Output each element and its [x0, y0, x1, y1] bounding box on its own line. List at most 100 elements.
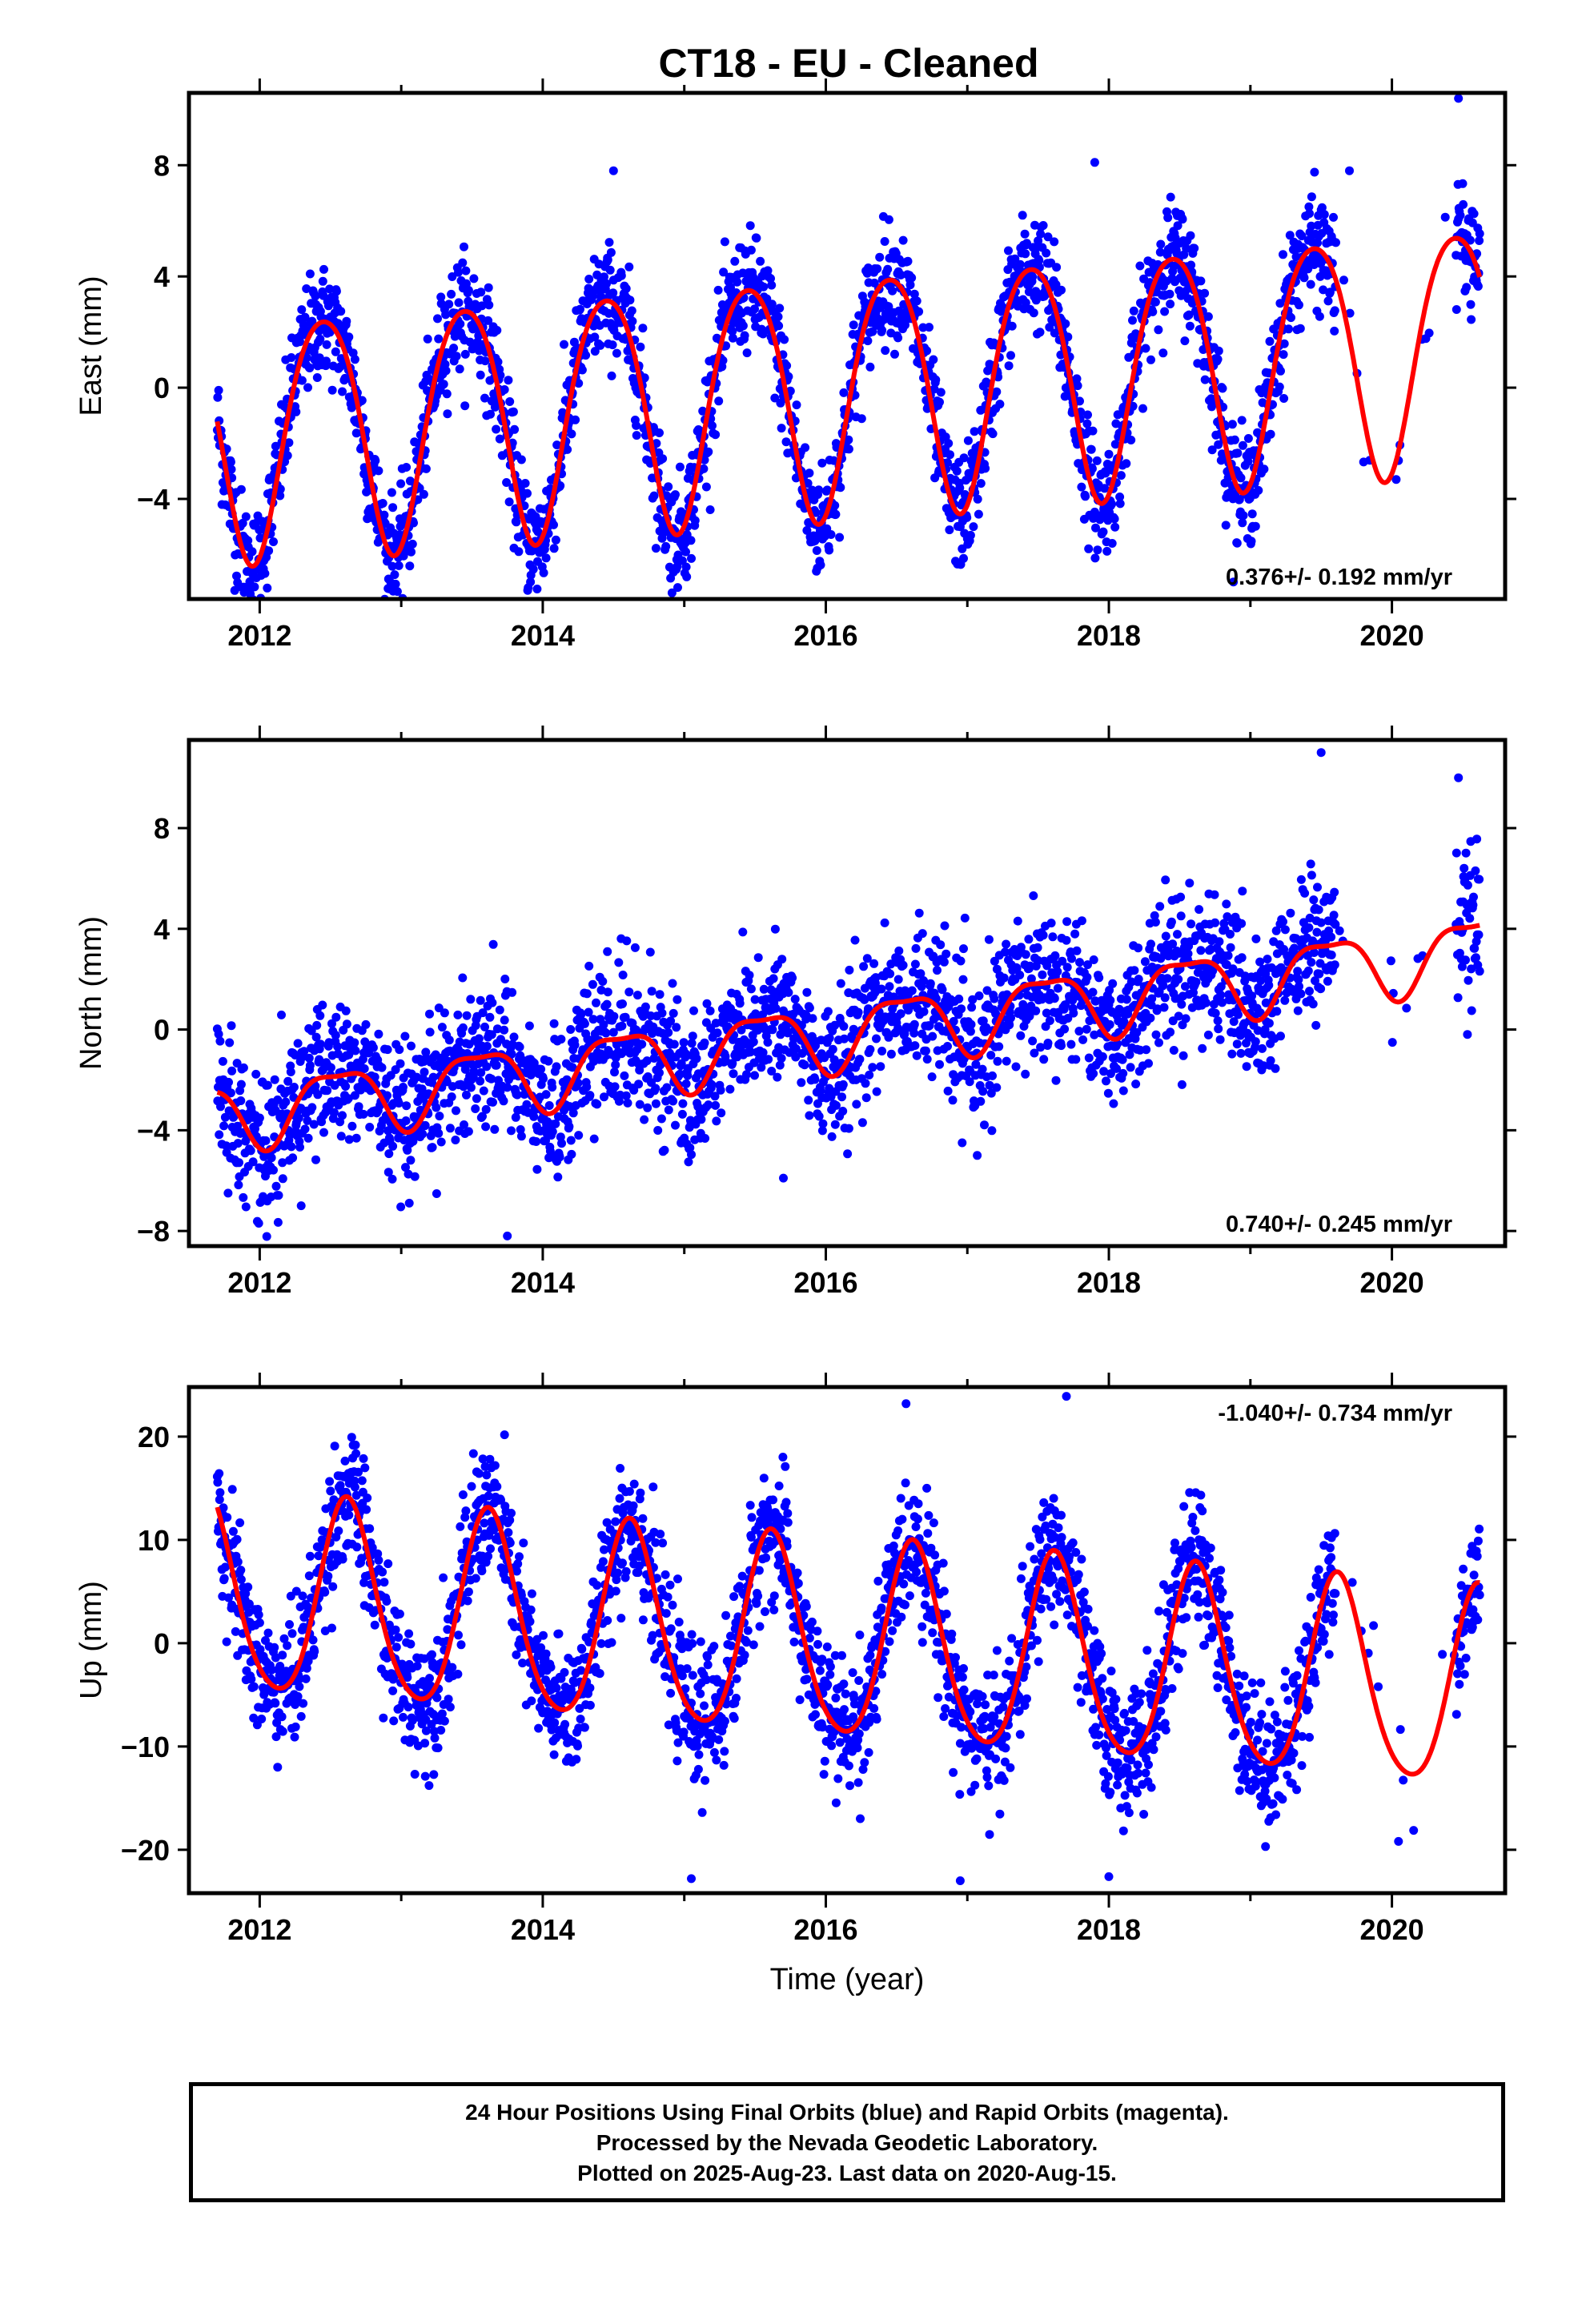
north-data-point	[351, 1133, 361, 1143]
north-data-point	[492, 1060, 501, 1070]
east-data-point	[1116, 471, 1126, 480]
north-data-point	[1474, 930, 1484, 939]
east-data-point	[770, 393, 780, 403]
north-data-point	[383, 1126, 393, 1136]
north-data-point	[994, 1042, 1004, 1051]
north-data-point	[1106, 1069, 1115, 1079]
east-data-point	[1102, 546, 1112, 556]
north-data-point	[614, 958, 624, 967]
east-outlier-point	[1454, 94, 1464, 103]
north-data-point	[227, 1066, 237, 1076]
north-data-point	[868, 1063, 877, 1072]
north-data-point	[1089, 955, 1098, 964]
north-data-point	[336, 1132, 346, 1141]
north-data-point	[1315, 969, 1324, 979]
east-data-point	[232, 571, 241, 581]
north-data-point	[805, 1111, 814, 1120]
north-data-point	[939, 957, 949, 967]
east-data-point	[973, 494, 982, 504]
east-data-point	[1190, 243, 1199, 253]
east-data-point	[284, 438, 294, 448]
east-data-point	[822, 485, 832, 495]
north-data-point	[1327, 951, 1336, 959]
north-data-point	[344, 1135, 354, 1144]
north-data-point	[462, 1090, 471, 1100]
east-data-point	[492, 424, 501, 434]
up-data-point	[219, 1574, 229, 1583]
north-data-point	[1060, 1024, 1070, 1034]
north-data-point	[758, 1047, 768, 1057]
east-data-point	[1458, 179, 1468, 188]
north-data-point	[570, 1040, 580, 1050]
north-data-point	[1260, 1025, 1270, 1035]
north-data-point	[511, 1112, 520, 1122]
north-data-point	[610, 1082, 620, 1092]
north-data-point	[223, 1188, 233, 1198]
east-data-point	[236, 485, 246, 494]
north-data-point	[1153, 1004, 1162, 1014]
north-data-point	[1307, 870, 1316, 880]
east-data-point	[502, 478, 512, 487]
east-data-point	[336, 307, 346, 316]
north-data-point	[1131, 1080, 1141, 1089]
north-data-point	[1108, 979, 1118, 988]
north-data-point	[459, 1082, 468, 1092]
north-data-point	[596, 985, 606, 995]
north-data-point	[687, 1039, 697, 1048]
north-data-point	[1062, 935, 1071, 945]
north-data-point	[1214, 1024, 1223, 1034]
north-data-point	[227, 1021, 236, 1031]
north-data-point	[656, 1114, 666, 1124]
east-data-point	[1138, 404, 1147, 413]
east-data-point	[318, 276, 327, 286]
north-x-tick-label: 2014	[511, 1266, 575, 1299]
east-data-point	[303, 383, 312, 392]
north-data-point	[404, 1198, 414, 1208]
north-data-point	[1223, 951, 1233, 960]
east-data-point	[226, 457, 235, 467]
north-data-point	[1038, 931, 1048, 940]
east-data-point	[1279, 250, 1287, 259]
east-data-point	[929, 355, 938, 364]
east-data-point	[1230, 435, 1239, 444]
east-data-point	[213, 392, 223, 402]
north-velocity-label: 0.740+/- 0.245 mm/yr	[1226, 1212, 1452, 1237]
north-data-point	[1088, 987, 1098, 997]
north-data-point	[1465, 914, 1475, 923]
north-data-point	[532, 1137, 541, 1146]
east-data-point	[877, 325, 887, 335]
east-data-point	[576, 304, 584, 314]
north-data-point	[585, 1091, 595, 1100]
north-data-point	[617, 1021, 627, 1031]
east-data-point	[1237, 416, 1247, 425]
east-data-point	[930, 384, 939, 394]
north-data-point	[270, 1075, 279, 1084]
north-data-point	[1029, 891, 1038, 900]
north-data-point	[701, 1134, 710, 1143]
east-data-point	[903, 256, 913, 266]
east-data-point	[835, 533, 845, 542]
east-data-point	[1295, 300, 1303, 310]
north-data-point	[1006, 1013, 1015, 1023]
north-data-point	[664, 1105, 673, 1115]
east-data-point	[1101, 468, 1110, 478]
north-data-point	[988, 1071, 997, 1080]
east-data-point	[831, 509, 841, 519]
north-data-point	[566, 1025, 576, 1034]
north-data-point	[222, 1141, 231, 1151]
east-data-point	[1021, 249, 1030, 259]
east-data-point	[493, 357, 503, 367]
north-data-point	[1066, 1039, 1076, 1049]
north-data-point	[980, 1120, 989, 1130]
east-data-point	[1207, 445, 1217, 455]
north-data-point	[341, 1006, 351, 1015]
east-data-point	[708, 421, 717, 431]
north-data-point	[885, 982, 894, 991]
east-data-point	[746, 245, 756, 255]
north-data-point	[552, 1062, 561, 1072]
north-data-point	[1247, 991, 1257, 1001]
north-data-point	[816, 1086, 825, 1096]
north-data-point	[300, 1124, 310, 1134]
north-data-point	[1238, 887, 1247, 896]
east-data-point	[1093, 545, 1102, 555]
